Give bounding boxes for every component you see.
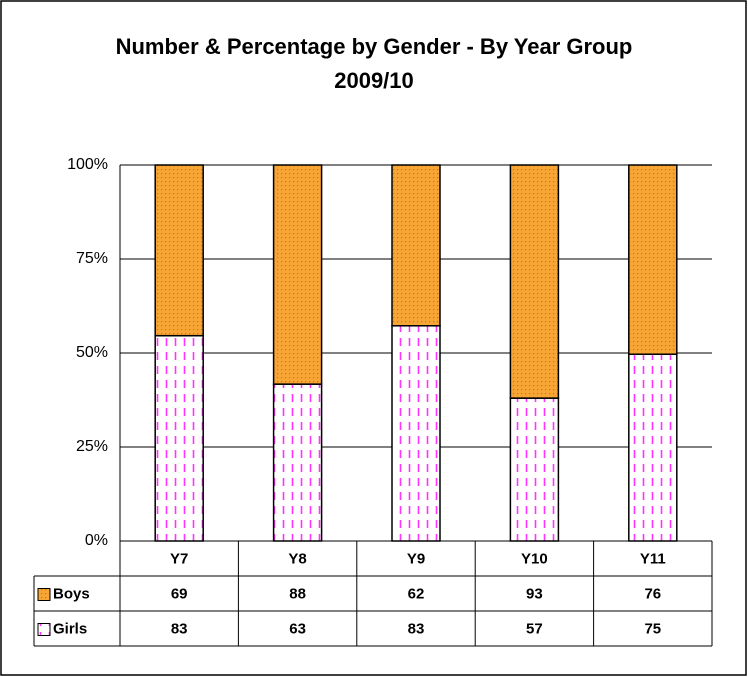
table-value: 93 — [526, 585, 543, 602]
bar-segment — [628, 353, 678, 542]
x-tick-label: Y10 — [521, 550, 548, 567]
bar-segment — [628, 164, 678, 355]
table-value: 88 — [289, 585, 306, 602]
table-value: 69 — [171, 585, 188, 602]
bar-segment — [509, 164, 560, 399]
x-tick-label: Y11 — [640, 550, 666, 567]
bar-segment — [154, 334, 204, 542]
table-value: 76 — [644, 585, 661, 602]
table-value: 57 — [526, 620, 543, 637]
bar-segment — [391, 164, 441, 327]
x-tick-label: Y8 — [288, 550, 306, 567]
legend-key — [37, 623, 51, 636]
legend-label: Girls — [53, 620, 87, 637]
y-tick-label: 25% — [76, 438, 108, 455]
x-tick-label: Y9 — [407, 550, 425, 567]
bar-segment — [154, 164, 204, 337]
chart-title: Number & Percentage by Gender - By Year … — [115, 34, 633, 93]
bar-segment — [509, 397, 560, 542]
table-value: 62 — [408, 585, 425, 602]
x-tick-label: Y7 — [170, 550, 188, 567]
table-value: 83 — [408, 620, 425, 637]
table-value: 63 — [289, 620, 306, 637]
legend-key — [37, 588, 51, 601]
bar-segment — [272, 383, 323, 542]
y-tick-label: 100% — [67, 156, 108, 173]
bar-segment — [272, 164, 323, 385]
y-tick-label: 75% — [76, 250, 108, 267]
legend-label: Boys — [53, 585, 90, 602]
y-tick-label: 0% — [85, 532, 108, 549]
bar-segment — [391, 325, 441, 542]
y-tick-label: 50% — [76, 344, 108, 361]
table-value: 83 — [171, 620, 188, 637]
table-value: 75 — [644, 620, 661, 637]
